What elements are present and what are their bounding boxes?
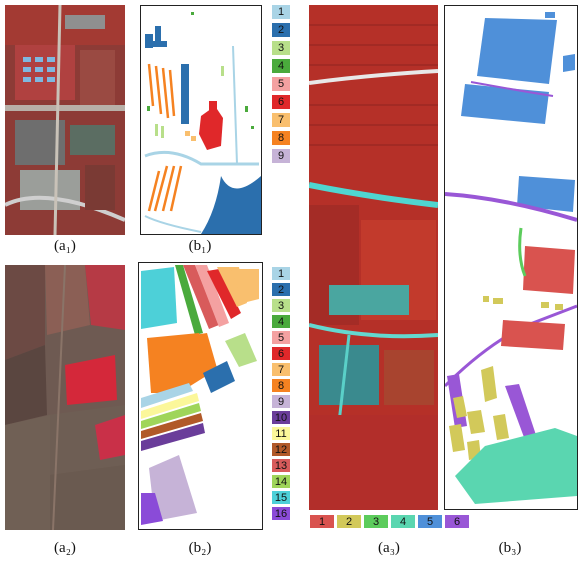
legend-swatch-16: 16 bbox=[271, 506, 291, 521]
legend-swatch-14: 14 bbox=[271, 474, 291, 489]
caption-a3: (a₃) bbox=[378, 540, 400, 556]
legend-swatch-2: 2 bbox=[271, 282, 291, 297]
legend-swatch-12: 12 bbox=[271, 442, 291, 457]
legend-swatch-9: 9 bbox=[271, 394, 291, 409]
caption-a2: (a₂) bbox=[54, 540, 76, 556]
legend-swatch-1: 1 bbox=[309, 514, 335, 529]
caption-b2: (b₂) bbox=[188, 540, 212, 556]
legend-swatch-3: 3 bbox=[271, 298, 291, 313]
legend-swatch-1: 1 bbox=[271, 266, 291, 281]
image-a1-false-color bbox=[5, 5, 125, 235]
legend-swatch-10: 10 bbox=[271, 410, 291, 425]
legend-swatch-2: 2 bbox=[271, 22, 291, 38]
legend-swatch-15: 15 bbox=[271, 490, 291, 505]
legend-swatch-7: 7 bbox=[271, 362, 291, 377]
legend-swatch-8: 8 bbox=[271, 378, 291, 393]
legend-swatch-1: 1 bbox=[271, 4, 291, 20]
legend-swatch-5: 5 bbox=[271, 330, 291, 345]
legend-swatch-6: 6 bbox=[271, 346, 291, 361]
legend-swatch-4: 4 bbox=[271, 58, 291, 74]
legend-swatch-6: 6 bbox=[271, 94, 291, 110]
image-a3-false-color bbox=[309, 5, 438, 510]
legend-swatch-11: 11 bbox=[271, 426, 291, 441]
ground-truth-map-b3 bbox=[444, 5, 578, 510]
legend-swatch-3: 3 bbox=[363, 514, 389, 529]
legend-swatch-4: 4 bbox=[271, 314, 291, 329]
legend-b1: 1 2 3 4 5 6 7 8 9 bbox=[271, 4, 291, 164]
legend-b2: 1 2 3 4 5 6 7 8 9 10 11 12 13 14 15 16 bbox=[271, 266, 291, 522]
legend-swatch-4: 4 bbox=[390, 514, 416, 529]
caption-b1: (b₁) bbox=[188, 238, 212, 254]
ground-truth-map-b2 bbox=[138, 262, 263, 530]
legend-swatch-3: 3 bbox=[271, 40, 291, 56]
legend-swatch-13: 13 bbox=[271, 458, 291, 473]
legend-swatch-2: 2 bbox=[336, 514, 362, 529]
legend-swatch-7: 7 bbox=[271, 112, 291, 128]
legend-swatch-9: 9 bbox=[271, 148, 291, 164]
caption-a1: (a₁) bbox=[54, 238, 76, 254]
legend-swatch-5: 5 bbox=[417, 514, 443, 529]
legend-swatch-5: 5 bbox=[271, 76, 291, 92]
legend-swatch-6: 6 bbox=[444, 514, 470, 529]
image-a2-false-color bbox=[5, 265, 125, 530]
legend-swatch-8: 8 bbox=[271, 130, 291, 146]
caption-b3: (b₃) bbox=[498, 540, 522, 556]
ground-truth-map-b1 bbox=[140, 5, 262, 235]
